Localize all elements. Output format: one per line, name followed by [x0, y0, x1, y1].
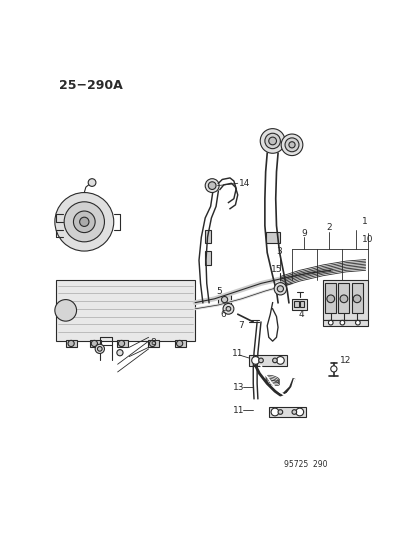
Bar: [205, 251, 211, 265]
Circle shape: [68, 341, 74, 346]
Circle shape: [97, 346, 102, 351]
Bar: [268, 407, 305, 417]
Bar: [299, 301, 304, 308]
Bar: [55, 280, 195, 341]
Circle shape: [95, 344, 104, 353]
Circle shape: [118, 341, 124, 346]
Circle shape: [55, 300, 76, 321]
Text: 6: 6: [220, 310, 226, 319]
Bar: [205, 230, 211, 244]
Circle shape: [149, 341, 155, 346]
Circle shape: [291, 410, 296, 414]
Text: 1: 1: [361, 217, 367, 227]
Circle shape: [176, 341, 182, 346]
Text: 11: 11: [233, 406, 244, 415]
Circle shape: [258, 358, 263, 363]
Circle shape: [276, 357, 284, 364]
Circle shape: [339, 320, 344, 325]
Circle shape: [326, 295, 334, 303]
Bar: [265, 232, 279, 243]
Bar: [116, 340, 127, 348]
Bar: [325, 282, 335, 313]
Circle shape: [355, 320, 359, 325]
Circle shape: [223, 303, 233, 314]
Text: 10: 10: [361, 235, 373, 244]
Circle shape: [288, 142, 294, 148]
Text: 8: 8: [150, 338, 156, 347]
Bar: [338, 282, 349, 313]
Circle shape: [208, 182, 216, 189]
Text: 15: 15: [271, 265, 282, 274]
Circle shape: [278, 410, 282, 414]
Circle shape: [268, 137, 276, 145]
Circle shape: [271, 408, 278, 416]
Circle shape: [277, 286, 283, 292]
Bar: [249, 355, 286, 366]
Circle shape: [55, 192, 114, 251]
Bar: [294, 301, 298, 308]
Bar: [90, 340, 100, 348]
Circle shape: [79, 217, 89, 227]
Bar: [147, 340, 158, 348]
Bar: [351, 282, 362, 313]
Circle shape: [260, 128, 284, 154]
Text: 12: 12: [339, 356, 351, 365]
Text: 5: 5: [216, 287, 221, 296]
Bar: [322, 280, 367, 320]
Bar: [322, 320, 367, 326]
Circle shape: [280, 134, 302, 156]
Circle shape: [225, 306, 230, 311]
Circle shape: [272, 358, 277, 363]
Circle shape: [273, 282, 286, 295]
Text: 3: 3: [276, 247, 282, 256]
Circle shape: [352, 295, 360, 303]
Text: 25−290A: 25−290A: [59, 79, 123, 92]
Circle shape: [284, 138, 298, 152]
Text: 4: 4: [297, 310, 303, 319]
Circle shape: [73, 211, 95, 232]
Text: 95725  290: 95725 290: [284, 460, 327, 469]
Circle shape: [328, 320, 332, 325]
Circle shape: [116, 350, 123, 356]
Circle shape: [295, 408, 303, 416]
Circle shape: [221, 296, 227, 303]
Circle shape: [251, 357, 259, 364]
Text: 7: 7: [237, 321, 243, 330]
Bar: [175, 340, 185, 348]
Text: 2: 2: [325, 223, 331, 232]
Circle shape: [330, 366, 336, 372]
Text: 14: 14: [239, 179, 250, 188]
Text: 13: 13: [233, 383, 244, 392]
Bar: [291, 299, 307, 310]
Bar: [66, 340, 77, 348]
Bar: [218, 295, 230, 304]
Circle shape: [91, 341, 97, 346]
Text: 11: 11: [231, 349, 242, 358]
Circle shape: [264, 133, 280, 149]
Circle shape: [88, 179, 96, 187]
Circle shape: [64, 202, 104, 242]
Circle shape: [339, 295, 347, 303]
Circle shape: [205, 179, 218, 192]
Text: 9: 9: [301, 229, 306, 238]
